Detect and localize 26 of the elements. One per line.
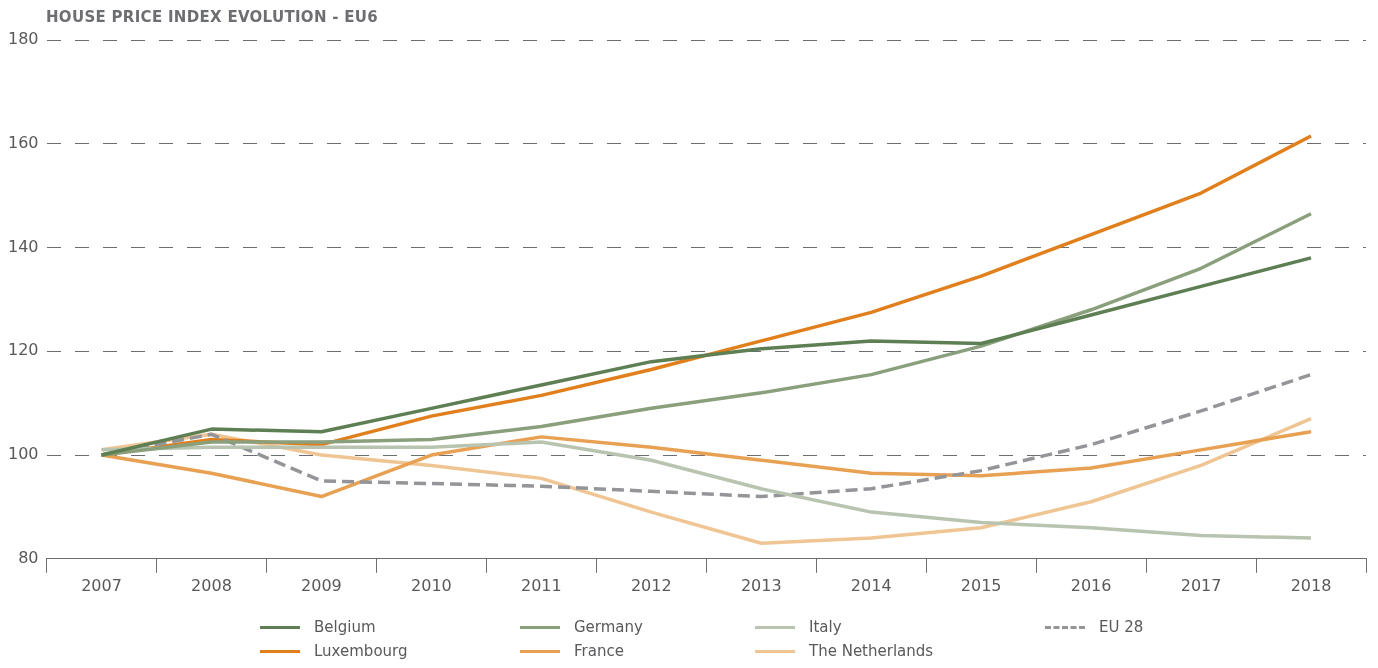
x-tick-label: 2014	[850, 575, 892, 595]
y-tick-label: 120	[7, 340, 39, 360]
x-tick-label: 2011	[520, 575, 562, 595]
x-tick-label: 2013	[740, 575, 782, 595]
legend-label: Belgium	[314, 618, 376, 636]
x-tick-label: 2017	[1180, 575, 1222, 595]
x-tick-label: 2008	[191, 575, 232, 595]
legend-label: EU 28	[1099, 618, 1144, 636]
y-tick-label: 100	[7, 444, 39, 464]
x-tick-label: 2012	[630, 575, 672, 595]
x-tick-label: 2009	[301, 575, 342, 595]
y-tick-label: 140	[7, 236, 39, 256]
x-tick-label: 2015	[960, 575, 1002, 595]
x-tick-label: 2007	[81, 575, 122, 595]
y-tick-label: 80	[18, 547, 39, 567]
y-tick-label: 160	[7, 132, 39, 152]
legend-label: France	[574, 642, 624, 660]
legend-label: The Netherlands	[809, 642, 934, 660]
legend-label: Italy	[809, 618, 842, 636]
chart-title: HOUSE PRICE INDEX EVOLUTION - EU6	[46, 8, 379, 26]
legend-label: Luxembourg	[314, 642, 408, 660]
legend-label: Germany	[574, 618, 643, 636]
y-tick-label: 180	[7, 29, 39, 49]
x-tick-label: 2010	[411, 575, 452, 595]
x-tick-label: 2018	[1290, 575, 1332, 595]
x-tick-label: 2016	[1070, 575, 1112, 595]
